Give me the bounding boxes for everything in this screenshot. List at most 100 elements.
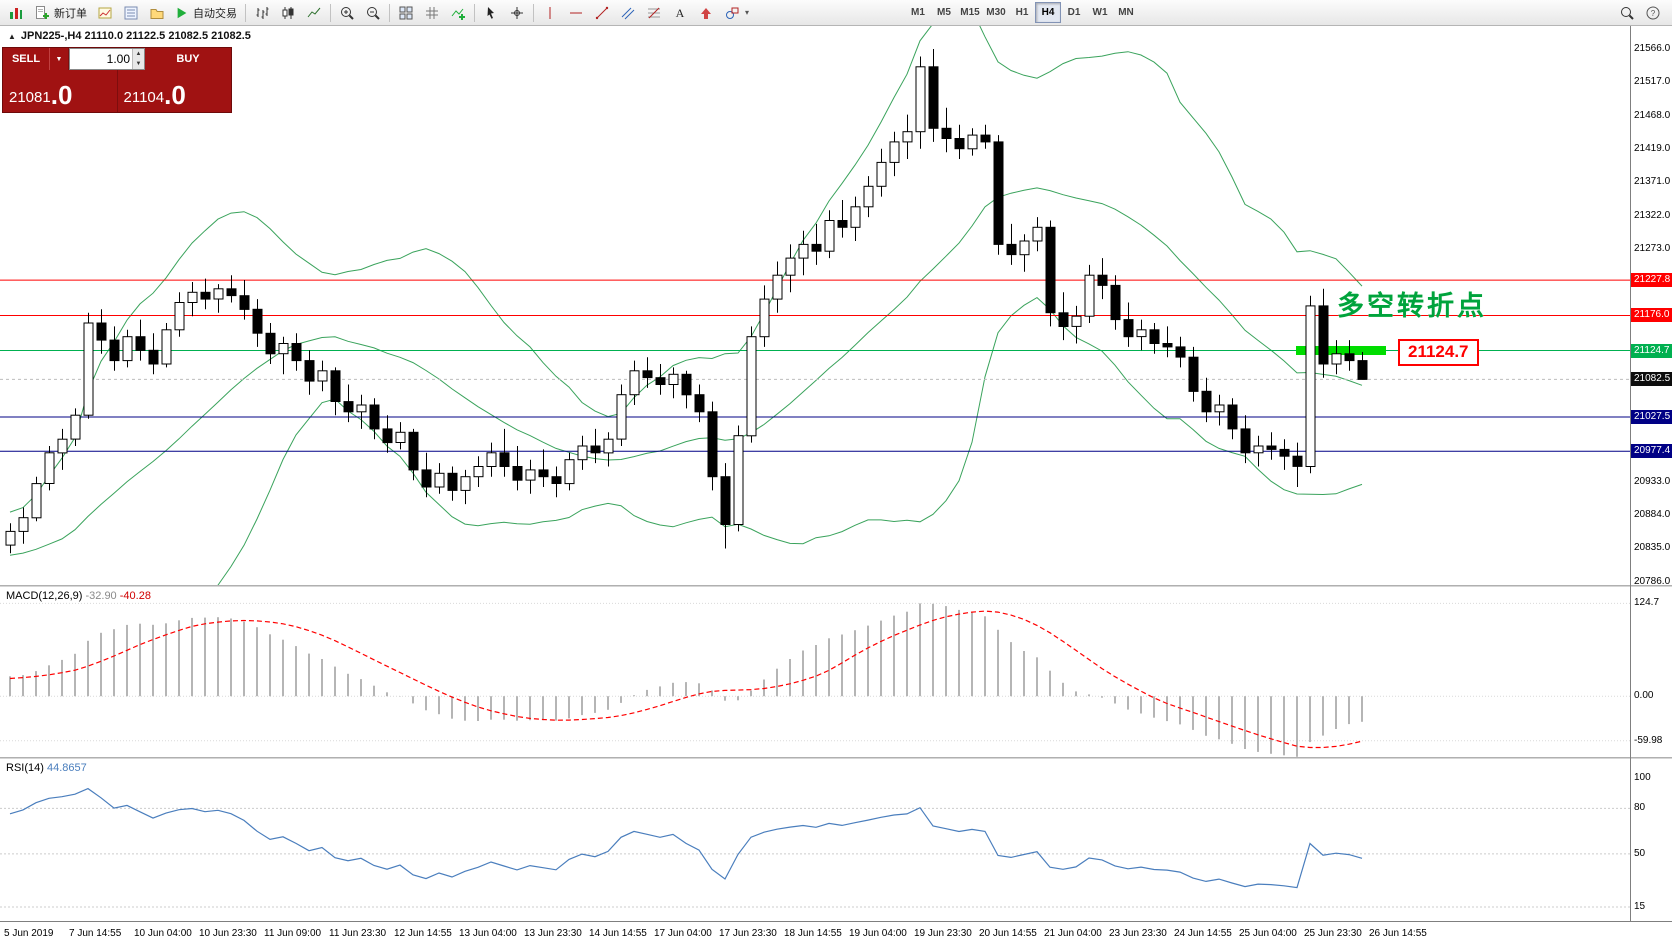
macd-header: MACD(12,26,9) -32.90 -40.28 (6, 590, 151, 602)
new-order-icon (36, 5, 49, 19)
rsi-axis[interactable]: 100 80 50 15 (1631, 759, 1672, 921)
price-level-label[interactable]: 21082.5 (1631, 372, 1672, 387)
y-axis-label: 20884.0 (1634, 509, 1671, 520)
x-axis-label: 12 Jun 14:55 (394, 928, 452, 939)
y-axis-label: 20933.0 (1634, 475, 1671, 487)
grid-icon[interactable] (419, 2, 445, 24)
price-level-label[interactable]: 21124.7 (1631, 343, 1672, 358)
channel-tool-icon[interactable] (615, 2, 641, 24)
rsi-levels (0, 807, 1630, 908)
macd-panel[interactable]: MACD(12,26,9) -32.90 -40.28 (0, 587, 1630, 757)
volume-input[interactable] (70, 49, 132, 69)
price-level-label[interactable]: 21227.8 (1631, 273, 1672, 288)
buy-price[interactable]: 21104 .0 (118, 70, 232, 112)
help-icon[interactable]: ? (1640, 2, 1666, 24)
x-axis-label: 11 Jun 23:30 (329, 928, 387, 939)
tf-button-m1[interactable]: M1 (911, 7, 925, 18)
x-axis-label: 7 Jun 14:55 (69, 928, 122, 939)
y-axis-label: 21273.0 (1634, 243, 1671, 255)
x-axis-label: 20 Jun 14:55 (979, 928, 1037, 939)
x-axis-label: 5 Jun 2019 (4, 928, 54, 939)
volume-down-icon[interactable]: ▼ (133, 59, 144, 69)
new-order-button[interactable]: 新订单 (29, 2, 92, 24)
volume-dropdown-button[interactable]: ▼ (49, 48, 69, 70)
bar-chart-icon[interactable] (249, 2, 275, 24)
macd-histogram (9, 603, 1363, 757)
fibonacci-tool-icon[interactable] (641, 2, 667, 24)
tile-windows-icon[interactable] (393, 2, 419, 24)
rsi-header: RSI(14) 44.8657 (6, 762, 87, 774)
highlight-bar[interactable] (1296, 346, 1386, 355)
timeframe-toolbar: M1 M5 M15 M30 H1 H4 D1 W1 MN (905, 2, 1139, 23)
price-axis[interactable]: 21566.0 21517.0 21468.0 21419.0 21371.0 21322… (1631, 26, 1672, 587)
symbol-ohlc-text: JPN225-,H4 21110.0 21122.5 21082.5 21082… (20, 30, 251, 42)
volume-stepper[interactable]: ▲ ▼ (132, 49, 144, 69)
candles-series (5, 49, 1368, 554)
price-level-label[interactable]: 21176.0 (1631, 308, 1672, 323)
main-chart-panel[interactable]: ▲ JPN225-,H4 21110.0 21122.5 21082.5 210… (0, 26, 1630, 585)
navigator-icon[interactable] (144, 2, 170, 24)
line-chart-icon[interactable] (301, 2, 327, 24)
tf-button-m5[interactable]: M5 (937, 7, 951, 18)
tf-button-d1[interactable]: D1 (1067, 7, 1081, 18)
horizontal-line-tool-icon[interactable] (563, 2, 589, 24)
price-level-label[interactable]: 20977.4 (1631, 444, 1672, 459)
zoom-out-icon[interactable] (360, 2, 386, 24)
y-axis-label: 21566.0 (1634, 43, 1671, 54)
vertical-line-tool-icon[interactable] (537, 2, 563, 24)
turning-point-annotation[interactable]: 多空转折点 (1337, 291, 1487, 321)
indicators-icon[interactable] (445, 2, 471, 24)
price-level-label[interactable]: 21027.5 (1631, 409, 1672, 424)
tf-button-m30[interactable]: M30 (986, 7, 1006, 18)
search-icon[interactable] (1614, 2, 1640, 24)
arrow-object-icon[interactable] (693, 2, 719, 24)
x-axis-label: 19 Jun 23:30 (914, 928, 972, 939)
zoom-in-icon[interactable] (334, 2, 360, 24)
macd-axis-label: 124.7 (1634, 597, 1660, 609)
tf-button-m15[interactable]: M15 (960, 7, 980, 18)
price-tag-label[interactable]: 21124.7 (1398, 339, 1479, 366)
macd-signal-line (9, 610, 1363, 749)
chevron-down-icon: ▾ (745, 8, 750, 17)
macd-axis-label: -59.98 (1634, 734, 1663, 746)
x-axis-label: 14 Jun 14:55 (589, 928, 647, 939)
panel-splitter[interactable] (0, 757, 1672, 759)
sell-price[interactable]: 21081 .0 (3, 70, 118, 112)
buy-button[interactable]: BUY (145, 48, 231, 70)
tf-button-h4[interactable]: H4 (1035, 2, 1061, 23)
rsi-axis-label: 15 (1634, 901, 1646, 913)
x-axis-label: 21 Jun 04:00 (1044, 928, 1102, 939)
x-axis-label: 13 Jun 23:30 (524, 928, 582, 939)
charts-icon[interactable] (92, 2, 118, 24)
cursor-icon[interactable] (478, 2, 504, 24)
macd-value: -32.90 (85, 590, 117, 602)
rsi-panel[interactable]: RSI(14) 44.8657 (0, 759, 1630, 921)
panel-splitter[interactable] (0, 585, 1672, 587)
rsi-axis-label: 80 (1634, 802, 1646, 814)
y-axis-label: 21468.0 (1634, 109, 1671, 121)
shapes-tool-icon[interactable]: ▾ (719, 2, 754, 24)
tf-button-h1[interactable]: H1 (1015, 7, 1029, 18)
chart-title: ▲ JPN225-,H4 21110.0 21122.5 21082.5 210… (8, 30, 251, 42)
trendline-tool-icon[interactable] (589, 2, 615, 24)
text-tool-icon[interactable]: A (667, 2, 693, 24)
bollinger-bands (9, 26, 1363, 585)
tf-button-w1[interactable]: W1 (1092, 7, 1108, 18)
volume-up-icon[interactable]: ▲ (133, 49, 144, 59)
sell-button[interactable]: SELL (3, 48, 49, 70)
macd-axis[interactable]: 124.7 0.00 -59.98 (1631, 587, 1672, 757)
symbol-chart-icon[interactable] (3, 2, 29, 24)
x-axis-label: 18 Jun 14:55 (784, 928, 842, 939)
crosshair-icon[interactable] (504, 2, 530, 24)
x-axis-label: 10 Jun 23:30 (199, 928, 257, 939)
x-axis-label: 23 Jun 23:30 (1109, 928, 1167, 939)
svg-text:?: ? (1651, 9, 1656, 18)
candlestick-chart-icon[interactable] (275, 2, 301, 24)
market-watch-icon[interactable] (118, 2, 144, 24)
rsi-axis-label: 100 (1634, 772, 1651, 783)
time-axis[interactable]: 5 Jun 2019 7 Jun 14:55 10 Jun 04:00 10 Jun … (0, 921, 1672, 946)
autotrade-button[interactable]: 自动交易 (170, 2, 242, 24)
tf-button-mn[interactable]: MN (1118, 7, 1134, 18)
sell-price-frac: .0 (50, 80, 73, 110)
